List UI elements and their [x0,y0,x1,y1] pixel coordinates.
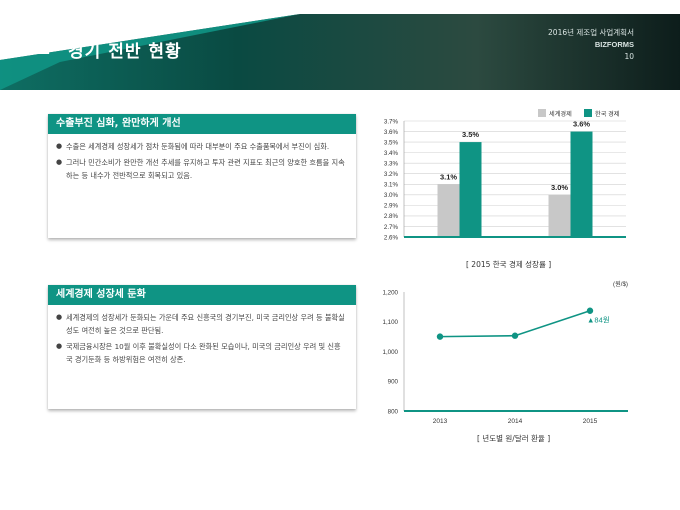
bullet-icon: ● [56,342,63,350]
bullet-text: 그러나 민간소비가 완만한 개선 추세를 유지하고 투자 관련 지표도 최근의 … [66,158,345,180]
change-annotation: ▲84원 [587,316,610,325]
y-tick-label: 1,100 [383,319,399,326]
legend-label: 한국 경제 [595,110,620,118]
card-title: 세계경제 성장세 둔화 [48,285,356,305]
y-tick-label: 3.6% [384,129,399,136]
y-tick-label: 2.7% [384,224,399,231]
bullet-icon: ● [56,313,63,321]
bullet-list: ● 수출은 세계경제 성장세가 점차 둔화됨에 따라 대부분이 주요 수출품목에서… [48,134,356,182]
bullet-text: 수출은 세계경제 성장세가 점차 둔화됨에 따라 대부분이 주요 수출품목에서 … [66,142,330,151]
bullet-text: 국제금융시장은 10월 이후 불확실성이 다소 완화된 모습이나, 미국의 금리… [66,342,341,364]
bar-chart-caption: [ 2015 한국 경제 성장률 ] [466,260,552,269]
bar-세계경제-상반기 [437,184,460,237]
bullet-item: ● 세계경제의 성장세가 둔화되는 가운데 주요 신흥국의 경기부진, 미국 금리… [56,311,346,337]
data-point-2014 [511,332,519,339]
info-card-export: 수출부진 심화, 완만하게 개선 ● 수출은 세계경제 성장세가 점차 둔화됨에 … [48,114,356,238]
bullet-item: ● 그러나 민간소비가 완만한 개선 추세를 유지하고 투자 관련 지표도 최근의… [56,156,346,182]
y-tick-label: 3.2% [384,171,399,178]
y-tick-label: 1,200 [383,289,399,296]
bullet-item: ● 국제금융시장은 10월 이후 불확실성이 다소 완화된 모습이나, 미국의 금… [56,340,346,366]
data-point-2013 [436,333,444,340]
bullet-text: 세계경제의 성장세가 둔화되는 가운데 주요 신흥국의 경기부진, 미국 금리인… [66,313,345,335]
legend-swatch [538,109,546,117]
header-banner [0,14,680,90]
y-tick-label: 800 [388,408,399,415]
y-tick-label: 3.5% [384,139,399,146]
page-header: 2-1 경기 전반 현황 2016년 제조업 사업계획서 BIZFORMS 10 [0,0,680,90]
doc-title: 2016년 제조업 사업계획서 [548,28,634,37]
document-meta: 2016년 제조업 사업계획서 BIZFORMS 10 [548,27,634,63]
x-tick-label: 상반기 [451,242,469,243]
exchange-rate-line-chart: (원/$) 800 900 1,000 1,100 1,200 2013 2014 2015 ▲8… [383,280,628,425]
bullet-icon: ● [56,142,63,150]
unit-label: (원/$) [613,280,628,288]
bar-한국 경제-하반기 [570,131,593,237]
data-label: 3.0% [551,183,568,192]
x-tick-label: 2013 [433,418,448,425]
y-tick-label: 2.8% [384,213,399,220]
section-title: 경기 전반 현황 [68,42,182,62]
page-number: 10 [624,52,634,61]
y-tick-label: 900 [388,379,399,386]
section-number: 2-1 [18,34,50,59]
card-title: 수출부진 심화, 완만하게 개선 [48,114,356,134]
x-tick-label: 2015 [583,418,598,425]
data-label: 3.1% [440,172,457,181]
bullet-list: ● 세계경제의 성장세가 둔화되는 가운데 주요 신흥국의 경기부진, 미국 금리… [48,305,356,366]
brand-name: BIZFORMS [594,40,634,49]
bullet-item: ● 수출은 세계경제 성장세가 점차 둔화됨에 따라 대부분이 주요 수출품목에서… [56,140,346,153]
x-tick-label: 2014 [508,418,523,425]
x-tick-label: 하반기 [562,242,580,243]
y-tick-label: 3.4% [384,150,399,157]
y-tick-label: 3.0% [384,192,399,199]
line-chart-caption: [ 년도별 원/달러 환율 ] [477,434,551,443]
data-label: 3.6% [573,120,590,129]
bullet-icon: ● [56,158,63,166]
data-label: 3.5% [462,130,479,139]
y-tick-label: 1,000 [383,349,399,356]
y-tick-label: 3.1% [384,182,399,189]
legend-swatch [584,109,592,117]
bar-한국 경제-상반기 [459,142,482,237]
y-tick-label: 3.7% [384,118,399,125]
legend-label: 세계경제 [549,110,572,118]
y-tick-label: 2.6% [384,234,399,241]
growth-rate-bar-chart: 2.6% 2.7% 2.8% 2.9% 3.0% 3.1% 3.2% 3.3% 3.4% 3.5%… [384,109,626,243]
bar-세계경제-하반기 [548,194,571,237]
data-point-2015 [586,307,594,314]
info-card-world-economy: 세계경제 성장세 둔화 ● 세계경제의 성장세가 둔화되는 가운데 주요 신흥국의… [48,285,356,409]
y-tick-label: 3.3% [384,160,399,167]
y-tick-label: 2.9% [384,203,399,210]
